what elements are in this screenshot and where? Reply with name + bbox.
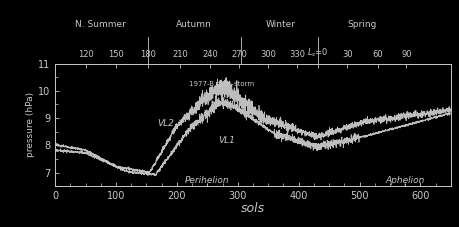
Text: Autumn: Autumn bbox=[176, 20, 212, 29]
Y-axis label: pressure (hPa): pressure (hPa) bbox=[26, 92, 35, 157]
Text: Aphelion: Aphelion bbox=[385, 176, 424, 185]
Text: Perihelion: Perihelion bbox=[185, 176, 229, 185]
Text: N. Summer: N. Summer bbox=[75, 20, 126, 29]
X-axis label: sols: sols bbox=[241, 202, 264, 215]
Text: 1977-B dust-storm: 1977-B dust-storm bbox=[189, 81, 254, 87]
Text: Spring: Spring bbox=[347, 20, 376, 29]
Text: Winter: Winter bbox=[265, 20, 295, 29]
Text: VL1: VL1 bbox=[218, 136, 235, 145]
Text: VL2: VL2 bbox=[157, 119, 174, 128]
